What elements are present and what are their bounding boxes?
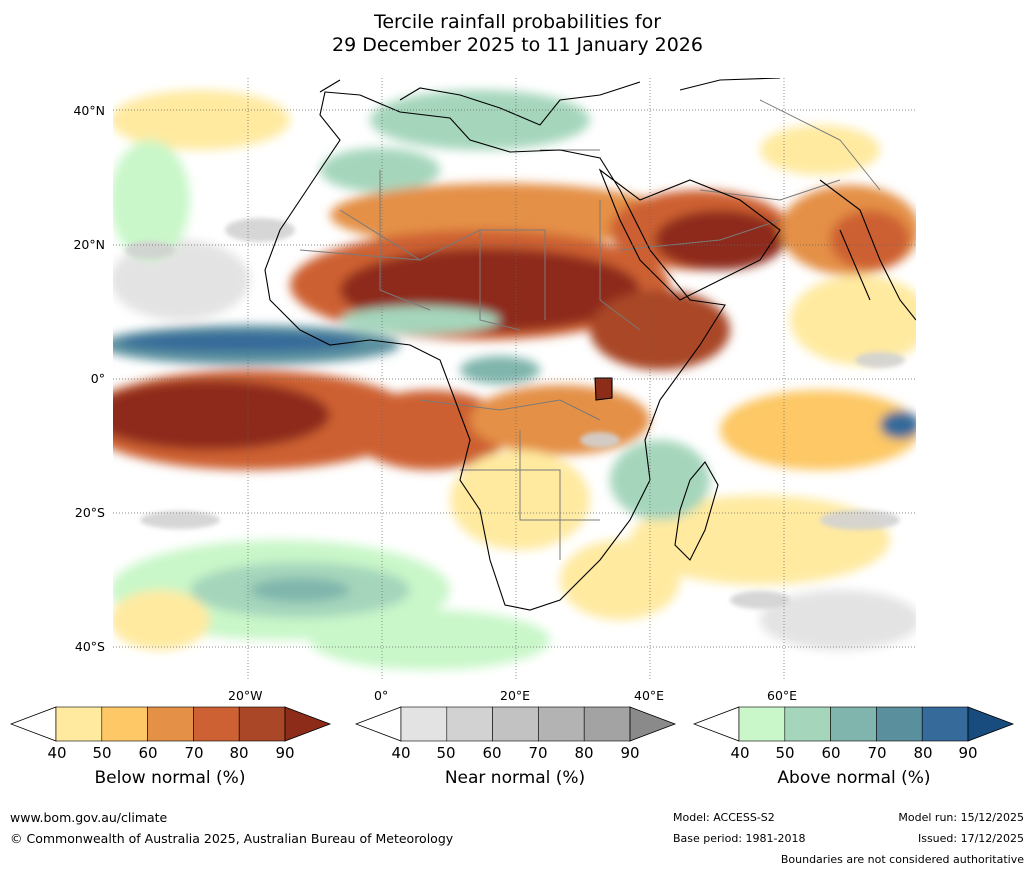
colorbar-segment xyxy=(583,706,631,742)
map-title-line2: 29 December 2025 to 11 January 2026 xyxy=(332,34,703,56)
lon-label-60e: 60°E xyxy=(767,688,798,703)
lake-victoria xyxy=(594,377,613,401)
cb-tick: 40 xyxy=(47,744,67,762)
colorbar-segment xyxy=(147,706,194,742)
cb-tick: 90 xyxy=(958,744,978,762)
colorbar-segment xyxy=(55,706,103,742)
arabia-coastline xyxy=(598,168,781,301)
colorbar-segment xyxy=(538,706,585,742)
cb-tick: 60 xyxy=(821,744,841,762)
colorbar-extend-high xyxy=(284,706,332,742)
lon-label-0: 0° xyxy=(374,688,389,703)
colorbar-segment xyxy=(238,706,286,742)
colorbar-segment xyxy=(738,706,786,742)
lat-label-40n: 40°N xyxy=(73,103,105,118)
europe-coastline xyxy=(319,78,781,126)
lat-label-40s: 40°S xyxy=(74,639,105,654)
cb-tick: 90 xyxy=(275,744,295,762)
colorbar-segment xyxy=(876,706,923,742)
colorbar-segment xyxy=(400,706,448,742)
cb-tick: 90 xyxy=(620,744,640,762)
india-coastline xyxy=(819,179,916,321)
above-normal-colorbar xyxy=(693,706,1015,742)
near-normal-colorbar xyxy=(355,706,677,742)
cb-tick: 70 xyxy=(528,744,548,762)
lat-label-20s: 20°S xyxy=(74,505,105,520)
cb-tick: 80 xyxy=(574,744,594,762)
above-normal-title: Above normal (%) xyxy=(777,768,931,788)
map-title-line1: Tercile rainfall probabilities for xyxy=(373,11,662,33)
colorbar-extend-low xyxy=(693,706,740,742)
lon-label-20w: 20°W xyxy=(228,688,263,703)
africa-coastline xyxy=(264,91,726,611)
rainfall-map xyxy=(113,78,916,681)
cb-tick: 50 xyxy=(775,744,795,762)
colorbar-extend-high xyxy=(967,706,1015,742)
footer-base-period: Base period: 1981-2018 xyxy=(673,832,806,845)
cb-tick: 50 xyxy=(92,744,112,762)
colorbar-segment xyxy=(446,706,493,742)
near-normal-patches xyxy=(125,218,905,609)
colorbar-segment xyxy=(193,706,240,742)
graticule xyxy=(113,78,916,681)
colorbar-segment xyxy=(830,706,877,742)
colorbar-segment xyxy=(101,706,148,742)
cb-tick: 80 xyxy=(229,744,249,762)
below-normal-title: Below normal (%) xyxy=(94,768,246,788)
colorbar-extend-high xyxy=(629,706,677,742)
colorbar-extend-low xyxy=(10,706,57,742)
colorbar-segment xyxy=(784,706,831,742)
madagascar-coastline xyxy=(674,461,719,561)
footer-disclaimer: Boundaries are not considered authoritat… xyxy=(780,853,1024,866)
footer-copyright: © Commonwealth of Australia 2025, Austra… xyxy=(10,831,454,846)
cb-tick: 70 xyxy=(867,744,887,762)
lon-label-40e: 40°E xyxy=(634,688,665,703)
lat-label-0: 0° xyxy=(90,371,105,386)
near-normal-title: Near normal (%) xyxy=(444,768,586,788)
colorbar-segment xyxy=(921,706,969,742)
cb-tick: 50 xyxy=(436,744,456,762)
colorbar-extend-low xyxy=(355,706,402,742)
footer-model-run: Model run: 15/12/2025 xyxy=(898,811,1024,824)
cb-tick: 60 xyxy=(138,744,158,762)
below-normal-colorbar xyxy=(10,706,332,742)
coastlines xyxy=(264,78,916,611)
cb-tick: 70 xyxy=(184,744,204,762)
footer-website: www.bom.gov.au/climate xyxy=(10,810,168,825)
lon-label-20e: 20°E xyxy=(500,688,531,703)
colorbar-segment xyxy=(492,706,539,742)
cb-tick: 40 xyxy=(730,744,750,762)
footer-issued: Issued: 17/12/2025 xyxy=(917,832,1024,845)
cb-tick: 40 xyxy=(391,744,411,762)
cb-tick: 80 xyxy=(913,744,933,762)
footer-model: Model: ACCESS-S2 xyxy=(673,811,775,824)
cb-tick: 60 xyxy=(482,744,502,762)
lat-label-20n: 20°N xyxy=(73,237,105,252)
probability-field xyxy=(113,90,916,670)
